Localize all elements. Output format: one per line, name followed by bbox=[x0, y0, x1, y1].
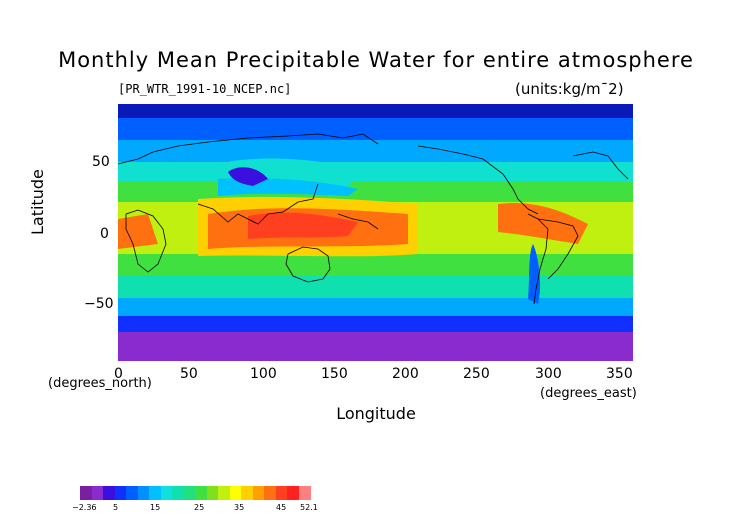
colorbar-swatch bbox=[137, 486, 150, 500]
colorbar-swatch bbox=[103, 486, 115, 500]
units-label: (units:kg/m¯2) bbox=[515, 80, 624, 98]
colorbar-label: 52.1 bbox=[300, 503, 318, 512]
colorbar-swatch bbox=[229, 486, 242, 500]
colorbar-swatch bbox=[149, 486, 161, 500]
colorbar-label: 45 bbox=[276, 503, 287, 512]
y-axis-label: Latitude bbox=[28, 169, 47, 235]
colorbar-swatch bbox=[275, 486, 288, 500]
colorbar-swatch bbox=[264, 486, 276, 500]
colorbar-label: 25 bbox=[194, 503, 205, 512]
colorbar-swatch bbox=[91, 486, 104, 500]
x-tick-label: 200 bbox=[392, 366, 419, 382]
x-axis-unit: (degrees_east) bbox=[540, 386, 637, 401]
colorbar-swatch bbox=[80, 486, 92, 500]
x-tick-label: 300 bbox=[535, 366, 562, 382]
dataset-filename: [PR_WTR_1991-10_NCEP.nc] bbox=[118, 82, 292, 96]
x-tick-label: 350 bbox=[606, 366, 633, 382]
colorbar-swatch bbox=[160, 486, 173, 500]
colorbar-swatch bbox=[287, 486, 299, 500]
colorbar-label: 15 bbox=[150, 503, 161, 512]
colorbar-swatch bbox=[126, 486, 138, 500]
y-tick-label: −50 bbox=[84, 296, 114, 312]
colorbar-swatch bbox=[241, 486, 253, 500]
colorbar-swatch bbox=[206, 486, 219, 500]
x-axis-label: Longitude bbox=[336, 404, 416, 423]
colorbar-swatch bbox=[218, 486, 230, 500]
colorbar-swatch bbox=[183, 486, 196, 500]
colorbar-label: 5 bbox=[113, 503, 119, 512]
y-tick-label: 50 bbox=[92, 154, 110, 170]
colorbar-label: −2.36 bbox=[72, 503, 97, 512]
x-tick-label: 100 bbox=[250, 366, 277, 382]
chart-title: Monthly Mean Precipitable Water for enti… bbox=[58, 48, 694, 72]
colorbar-swatch bbox=[172, 486, 184, 500]
x-tick-label: 250 bbox=[463, 366, 490, 382]
x-tick-label: 0 bbox=[114, 366, 123, 382]
colorbar-swatch bbox=[114, 486, 127, 500]
colorbar bbox=[80, 486, 311, 500]
y-axis-unit: (degrees_north) bbox=[48, 376, 152, 391]
colorbar-label: 35 bbox=[234, 503, 245, 512]
colorbar-swatch bbox=[298, 486, 311, 500]
x-tick-label: 150 bbox=[321, 366, 348, 382]
y-tick-label: 0 bbox=[100, 226, 109, 242]
colorbar-swatch bbox=[252, 486, 265, 500]
colorbar-swatch bbox=[195, 486, 207, 500]
precipitable-water-map bbox=[118, 104, 633, 361]
x-tick-label: 50 bbox=[180, 366, 198, 382]
